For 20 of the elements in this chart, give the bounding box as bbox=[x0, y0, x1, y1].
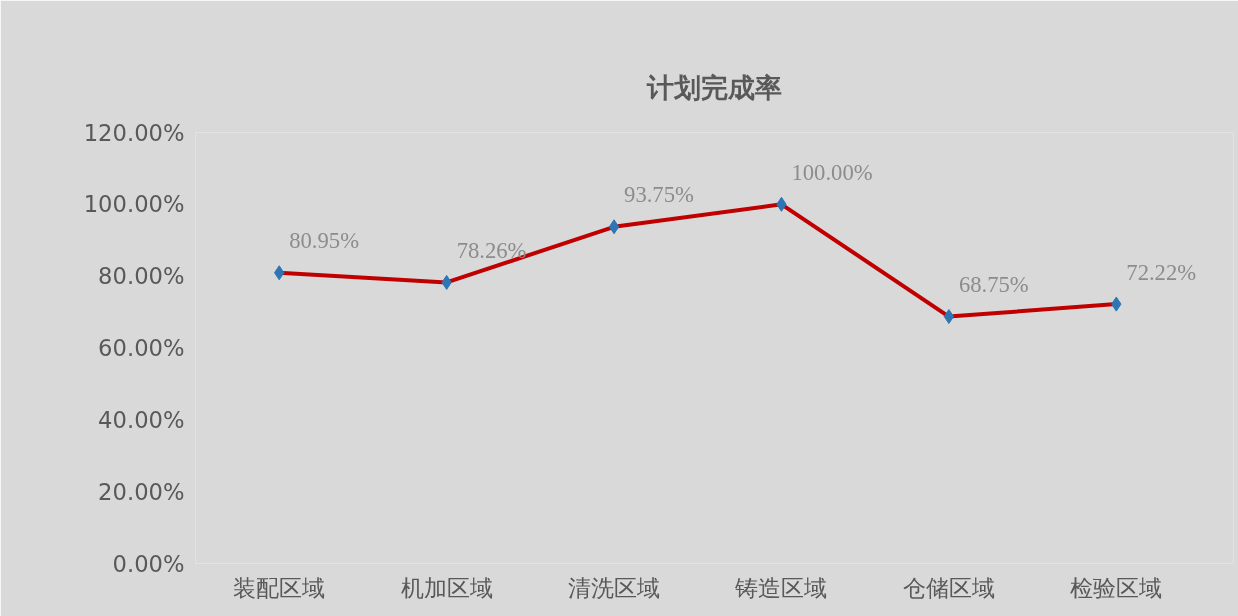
x-tick-label: 清洗区域 bbox=[568, 574, 661, 601]
data-label: 100.00% bbox=[791, 159, 873, 185]
data-label: 72.22% bbox=[1126, 259, 1197, 285]
data-label: 68.75% bbox=[958, 272, 1029, 298]
data-label: 93.75% bbox=[624, 182, 695, 208]
x-tick-label: 机加区域 bbox=[400, 574, 493, 601]
y-tick-label: 40.00% bbox=[98, 406, 185, 433]
data-label: 80.95% bbox=[289, 228, 360, 254]
y-tick-label: 20.00% bbox=[98, 478, 185, 505]
data-label: 78.26% bbox=[456, 237, 527, 263]
x-tick-label: 检验区域 bbox=[1070, 574, 1163, 601]
y-tick-label: 120.00% bbox=[83, 119, 185, 146]
y-tick-label: 0.00% bbox=[112, 550, 185, 577]
y-tick-label: 80.00% bbox=[98, 263, 185, 290]
y-tick-label: 60.00% bbox=[98, 335, 185, 361]
chart-title: 计划完成率 bbox=[646, 71, 782, 103]
x-tick-label: 装配区域 bbox=[233, 574, 326, 601]
x-tick-label: 仓储区域 bbox=[902, 574, 995, 601]
x-tick-label: 铸造区域 bbox=[734, 574, 828, 601]
y-tick-label: 100.00% bbox=[83, 191, 185, 218]
